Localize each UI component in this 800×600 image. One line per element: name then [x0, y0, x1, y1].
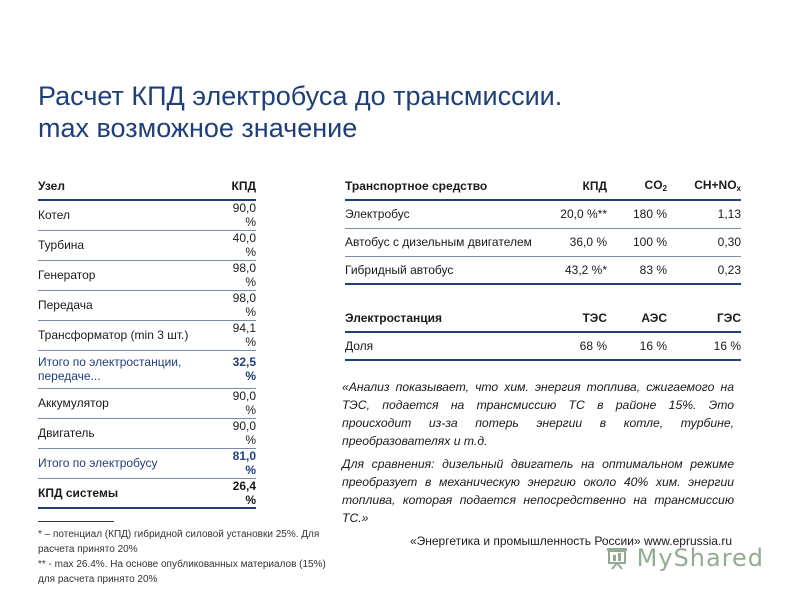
analysis-paragraph-2: Для сравнения: дизельный двигатель на оп… — [342, 457, 734, 525]
table-row-system-total: КПД системы 26,4 % — [38, 478, 256, 509]
row-name: Передача — [38, 290, 222, 321]
row-name: Генератор — [38, 260, 222, 291]
row-value: 94,1 % — [221, 320, 256, 351]
header-station: Электростанция — [345, 304, 545, 333]
header-vehicle: Транспортное средство — [345, 172, 545, 201]
row-value: 26,4 % — [221, 478, 256, 509]
watermark-logo: MyShared — [606, 542, 766, 572]
row-name: Двигатель — [38, 418, 222, 449]
table-row-subtotal-bus: Итого по электробусу 81,0 % — [38, 448, 256, 479]
header-tes: ТЭС — [545, 304, 607, 333]
row-name: Турбина — [38, 230, 222, 261]
footnote-2: ** - max 26.4%. На основе опубликованных… — [38, 559, 326, 585]
watermark-text: MyShared — [636, 544, 765, 572]
row-name: Итого по электробусу — [38, 448, 222, 479]
row-value: 32,5 % — [221, 350, 256, 389]
cell-kpd: 20,0 %** — [545, 200, 607, 229]
footnote-1: * – потенциал (КПД) гибридной силовой ус… — [38, 529, 320, 555]
header-kpd: КПД — [221, 172, 256, 201]
cell-ch-nox: 0,23 — [667, 256, 741, 285]
row-value: 90,0 % — [221, 388, 256, 419]
cell-ch-nox: 1,13 — [667, 200, 741, 229]
header-kpd: КПД — [545, 172, 607, 201]
table-row: Турбина 40,0 % — [38, 230, 256, 261]
cell-vehicle: Электробус — [345, 200, 545, 229]
cell-co2: 100 % — [607, 228, 667, 257]
table-header-row: Электростанция ТЭС АЭС ГЭС — [345, 304, 741, 333]
cell-vehicle: Автобус с дизельным двигателем — [345, 228, 545, 257]
row-value: 81,0 % — [221, 448, 256, 479]
row-name: Трансформатор (min 3 шт.) — [38, 320, 222, 351]
footnotes: * – потенциал (КПД) гибридной силовой ус… — [38, 527, 338, 587]
footnote-divider — [38, 521, 114, 522]
cell-kpd: 36,0 % — [545, 228, 607, 257]
header-ch-nox: CH+NOx — [667, 172, 741, 201]
slide-title: Расчет КПД электробуса до трансмиссии. m… — [38, 80, 778, 144]
table-row: Доля 68 % 16 % 16 % — [345, 332, 741, 361]
header-node: Узел — [38, 172, 222, 201]
presentation-icon — [607, 548, 627, 570]
row-value: 40,0 % — [221, 230, 256, 261]
efficiency-table: Узел КПД Котел 90,0 % Турбина 40,0 % Ген… — [38, 172, 256, 509]
table-header-row: Транспортное средство КПД CO2 CH+NOx — [345, 172, 741, 201]
row-name: Итого по электростанции, передаче... — [38, 350, 222, 389]
power-station-table: Электростанция ТЭС АЭС ГЭС Доля 68 % 16 … — [345, 304, 741, 361]
table-row: Аккумулятор 90,0 % — [38, 388, 256, 419]
table-row: Автобус с дизельным двигателем 36,0 % 10… — [345, 228, 741, 257]
table-row-subtotal-station: Итого по электростанции, передаче... 32,… — [38, 350, 256, 389]
header-aes: АЭС — [607, 304, 667, 333]
analysis-quote: «Анализ показывает, что хим. энергия топ… — [342, 378, 734, 527]
table-row: Генератор 98,0 % — [38, 260, 256, 291]
row-value: 90,0 % — [221, 200, 256, 231]
table-row: Передача 98,0 % — [38, 290, 256, 321]
table-row: Котел 90,0 % — [38, 200, 256, 231]
cell-share-label: Доля — [345, 332, 545, 361]
slide-title-line1: Расчет КПД электробуса до трансмиссии. — [38, 81, 563, 111]
cell-co2: 180 % — [607, 200, 667, 229]
row-value: 98,0 % — [221, 260, 256, 291]
cell-co2: 83 % — [607, 256, 667, 285]
cell-tes: 68 % — [545, 332, 607, 361]
header-co2: CO2 — [607, 172, 667, 201]
table-row: Гибридный автобус 43,2 %* 83 % 0,23 — [345, 256, 741, 285]
table-row: Трансформатор (min 3 шт.) 94,1 % — [38, 320, 256, 351]
row-value: 90,0 % — [221, 418, 256, 449]
table-row: Электробус 20,0 %** 180 % 1,13 — [345, 200, 741, 229]
slide-title-line2: max возможное значение — [38, 113, 358, 143]
header-ges: ГЭС — [667, 304, 741, 333]
cell-kpd: 43,2 %* — [545, 256, 607, 285]
transport-table: Транспортное средство КПД CO2 CH+NOx Эле… — [345, 172, 741, 285]
analysis-paragraph-1: «Анализ показывает, что хим. энергия топ… — [342, 380, 734, 448]
cell-ges: 16 % — [667, 332, 741, 361]
table-header-row: Узел КПД — [38, 172, 256, 201]
row-name: Аккумулятор — [38, 388, 222, 419]
source-citation: «Энергетика и промышленность России» www… — [409, 534, 732, 548]
cell-ch-nox: 0,30 — [667, 228, 741, 257]
table-row: Двигатель 90,0 % — [38, 418, 256, 449]
row-name: КПД системы — [38, 478, 222, 509]
row-value: 98,0 % — [221, 290, 256, 321]
row-name: Котел — [38, 200, 222, 231]
cell-vehicle: Гибридный автобус — [345, 256, 545, 285]
cell-aes: 16 % — [607, 332, 667, 361]
